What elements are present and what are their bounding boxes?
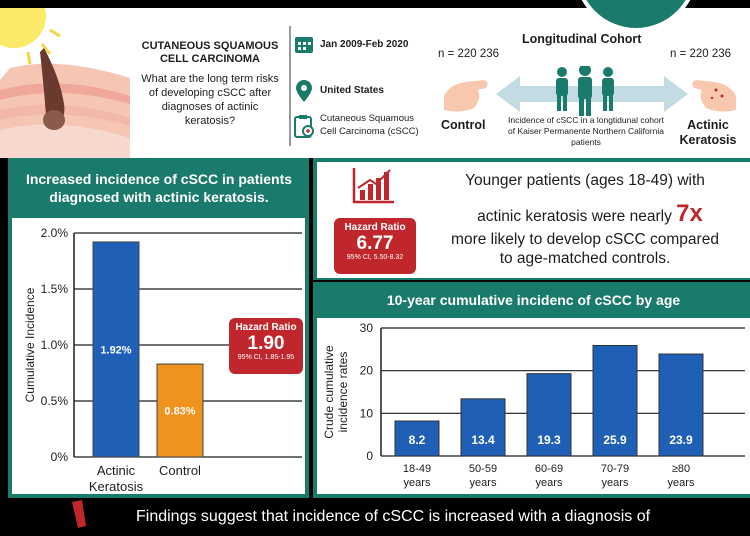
x-tick-label: years: [404, 477, 431, 489]
trend-chart-icon: [352, 168, 394, 204]
hand-icon: [444, 80, 488, 112]
data-label: 25.9: [603, 433, 627, 447]
ak-label: Actinic Keratosis: [679, 118, 737, 147]
data-label: 13.4: [471, 433, 495, 447]
finding-line-1: Younger patients (ages 18-49) with: [465, 172, 705, 189]
n-control: n = 220 236: [438, 48, 500, 60]
x-tick-label: 60-69: [535, 463, 563, 475]
x-tick-label: years: [668, 477, 695, 489]
x-tick-label: ≥80: [672, 463, 690, 475]
x-tick-label: 18-49: [403, 463, 431, 475]
logo-mark: [581, 0, 691, 32]
y-tick-label: 20: [360, 364, 374, 378]
divider: [289, 26, 291, 146]
data-label: 1.92%: [100, 344, 131, 356]
y-tick-label: 10: [360, 406, 374, 420]
cohort-description: Incidence of cSCC in a longtidunal cohor…: [508, 115, 664, 147]
control-label: Control: [441, 118, 486, 132]
x-tick-label: 50-59: [469, 463, 497, 475]
left-heading: Increased incidence of cSCC in patients …: [25, 171, 293, 205]
clipboard-icon: [294, 115, 314, 138]
bar: [92, 241, 140, 458]
cohort-graphic: [444, 66, 736, 116]
y-tick-label: 30: [360, 321, 374, 335]
hazard-value-young: 6.77: [356, 233, 394, 254]
hazard-ci: 95% CI, 1.85-1.95: [237, 354, 295, 361]
x-tick-label: years: [470, 477, 497, 489]
finding-line-2: actinic keratosis were nearly 7x: [440, 200, 740, 228]
exclamation-icon: [72, 500, 86, 528]
y-tick-label: 2.0%: [41, 226, 69, 240]
y-tick-label: 1.5%: [41, 282, 69, 296]
page-title: CUTANEOUS SQUAMOUS CELL CARCINOMA: [141, 40, 279, 65]
location-pin-icon: [296, 80, 312, 102]
hazard-ci-young: 95% CI, 5.50-8.32: [346, 254, 404, 261]
age-bar-chart: 0 10 20 30 Crude cumulative incidence rates 8.…: [322, 321, 745, 489]
n-actinic-keratosis: n = 220 236: [670, 48, 732, 60]
skin-illustration: [0, 8, 130, 158]
finding-highlight: 7x: [676, 200, 703, 227]
x-tick-label: years: [536, 477, 563, 489]
hand-lesion-icon: [692, 80, 736, 112]
date-range: Jan 2009-Feb 2020: [320, 39, 409, 50]
x-tick-label: Actinic: [97, 463, 136, 478]
x-tick-label: Keratosis: [89, 479, 144, 494]
hazard-value: 1.90: [247, 333, 285, 354]
calendar-icon: [295, 37, 313, 53]
y-axis-label: Crude cumulative: [322, 345, 336, 439]
data-label: 19.3: [537, 433, 561, 447]
family-icon: [556, 66, 614, 116]
y-axis-label: Cumulative Incidence: [23, 287, 37, 402]
footer-bar: [44, 498, 750, 536]
finding-text-2: actinic keratosis were nearly: [477, 208, 672, 225]
data-label: 8.2: [409, 433, 426, 447]
research-question: What are the long term risks of developi…: [141, 73, 279, 127]
bar: [156, 363, 204, 458]
location: United States: [320, 85, 384, 96]
bar: [394, 420, 440, 457]
y-tick-label: 0.5%: [41, 394, 69, 408]
hazard-label: Hazard Ratio: [235, 322, 297, 333]
y-tick-label: 0: [366, 449, 373, 463]
data-label: 23.9: [669, 433, 693, 447]
bar: [592, 344, 638, 457]
x-tick-label: 70-79: [601, 463, 629, 475]
top-bar: [0, 0, 750, 8]
outcome-label: Cutaneous Squamous Cell Carcinoma (cSCC): [320, 113, 419, 137]
data-label: 0.83%: [164, 406, 195, 418]
y-tick-label: 1.0%: [41, 338, 69, 352]
hazard-label-young: Hazard Ratio: [344, 222, 406, 233]
x-tick-label: Control: [159, 463, 201, 478]
footer-text: Findings suggest that incidence of cSCC …: [136, 508, 651, 525]
hazard-ratio-badge: Hazard Ratio 1.90 95% CI, 1.85-1.95: [229, 318, 303, 374]
finding-line-3: more likely to develop cSCC compared: [451, 231, 719, 248]
age-chart-heading: 10-year cumulative incidenc of cSCC by a…: [386, 292, 681, 308]
y-axis-label: incidence rates: [336, 352, 350, 433]
x-tick-label: years: [602, 477, 629, 489]
bar: [460, 398, 506, 457]
y-tick-label: 0%: [51, 450, 69, 464]
bar: [658, 353, 704, 457]
hazard-ratio-badge-young: Hazard Ratio 6.77 95% CI, 5.50-8.32: [334, 218, 416, 274]
cohort-title: Longitudinal Cohort: [522, 32, 642, 46]
sun-icon: [0, 8, 46, 48]
bar: [526, 373, 572, 457]
finding-line-4: to age-matched controls.: [499, 250, 671, 267]
